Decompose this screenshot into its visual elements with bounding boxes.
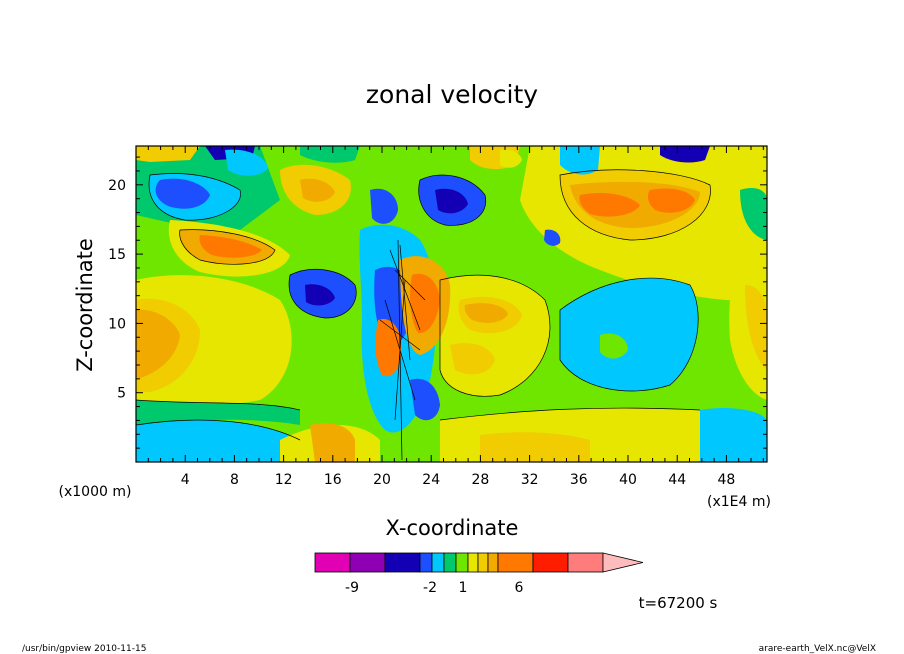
field-region xyxy=(136,420,300,462)
y-axis-label: Z-coordinate xyxy=(73,238,97,372)
footer-right: arare-earth_VelX.nc@VelX xyxy=(759,644,876,654)
plot-frame xyxy=(135,145,768,463)
field-region xyxy=(310,423,355,462)
field-region xyxy=(300,146,360,163)
field-region xyxy=(600,333,628,359)
field-region xyxy=(579,193,640,217)
colorbar-segment xyxy=(431,552,445,573)
y-unit-label: (x1000 m) xyxy=(59,484,132,500)
colorbar-segment xyxy=(487,552,499,573)
field-region xyxy=(136,309,180,378)
footer-left: /usr/bin/gpview 2010-11-15 xyxy=(22,644,146,654)
x-tick-label: 24 xyxy=(422,472,440,488)
colorbar-segment xyxy=(384,552,421,573)
x-tick-label: 4 xyxy=(181,472,190,488)
y-tick-label: 20 xyxy=(108,178,126,194)
field-region xyxy=(305,284,335,306)
colorbar-segment xyxy=(349,552,386,573)
x-tick-label: 44 xyxy=(668,472,686,488)
time-annotation: t=67200 s xyxy=(639,594,718,612)
field-region xyxy=(300,178,335,202)
field-region xyxy=(745,285,767,370)
colorbar-segment xyxy=(419,552,433,573)
x-tick-label: 16 xyxy=(324,472,342,488)
colorbar-segment xyxy=(467,552,479,573)
field-region xyxy=(450,343,495,375)
colorbar-segment xyxy=(477,552,489,573)
field-region xyxy=(155,178,210,209)
field-region xyxy=(464,303,508,323)
colorbar-segment xyxy=(567,552,604,573)
field-region xyxy=(740,188,767,240)
field-region xyxy=(136,146,200,162)
colorbar-label: 1 xyxy=(459,580,468,596)
field-region xyxy=(410,273,440,334)
y-tick-label: 5 xyxy=(117,386,126,402)
field-region xyxy=(435,188,468,214)
colorbar-label: -9 xyxy=(345,580,359,596)
field-region xyxy=(544,229,561,246)
y-tick-label: 10 xyxy=(108,316,126,332)
field-region xyxy=(480,432,590,462)
y-tick-label: 15 xyxy=(108,247,126,263)
x-unit-label: (x1E4 m) xyxy=(707,494,771,510)
x-axis-ticks: 4 8 12 16 20 24 28 32 36 40 44 48 xyxy=(147,146,764,488)
x-tick-label: 28 xyxy=(471,472,489,488)
field-region xyxy=(225,149,268,176)
x-tick-label: 12 xyxy=(275,472,293,488)
plot-area xyxy=(136,146,767,462)
x-axis-label: X-coordinate xyxy=(386,516,519,540)
field-region xyxy=(700,408,767,462)
x-tick-label: 20 xyxy=(373,472,391,488)
colorbar-arrow xyxy=(602,552,644,573)
field-region xyxy=(370,188,398,224)
colorbar-segment xyxy=(314,552,351,573)
colorbar-segment xyxy=(443,552,457,573)
field-region xyxy=(136,400,300,425)
chart-title: zonal velocity xyxy=(366,80,538,109)
field-region xyxy=(660,146,710,163)
y-axis-ticks: 5 10 15 20 xyxy=(108,156,767,449)
field-region xyxy=(560,278,699,392)
colorbar-labels: -9 -2 1 6 xyxy=(345,580,524,596)
x-tick-label: 32 xyxy=(521,472,539,488)
colorbar-segment xyxy=(532,552,569,573)
field-region xyxy=(647,188,695,213)
field-region xyxy=(199,235,262,258)
x-tick-label: 8 xyxy=(230,472,239,488)
field-region xyxy=(560,146,600,175)
colorbar-label: 6 xyxy=(515,580,524,596)
colorbar xyxy=(314,552,644,573)
colorbar-segment xyxy=(455,552,469,573)
x-tick-label: 48 xyxy=(717,472,735,488)
x-tick-label: 40 xyxy=(619,472,637,488)
field-region xyxy=(500,149,522,168)
colorbar-segment xyxy=(497,552,534,573)
colorbar-label: -2 xyxy=(423,580,437,596)
field-region xyxy=(410,378,440,421)
x-tick-label: 36 xyxy=(570,472,588,488)
